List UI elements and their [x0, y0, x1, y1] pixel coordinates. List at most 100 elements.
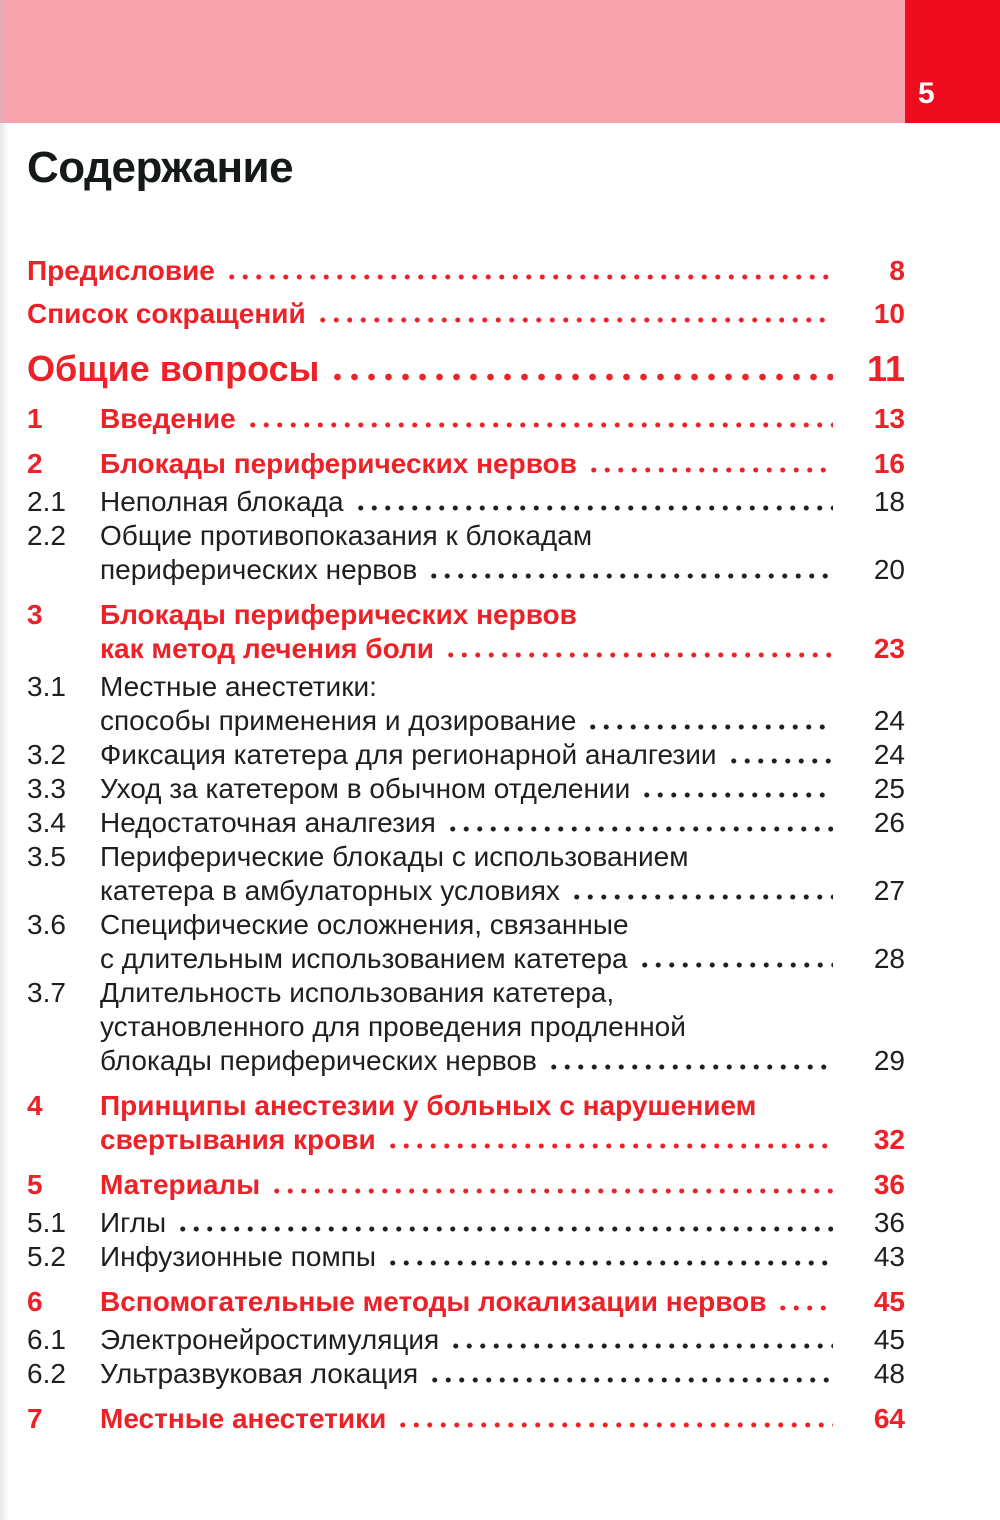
table-of-contents: Предисловие 8 Список сокращений 10 Общие воп… — [27, 254, 905, 1436]
dot-leader — [386, 1257, 833, 1270]
entry-title: Введение — [100, 402, 835, 436]
toc-entry: 2 Блокады периферических нервов 16 — [27, 447, 905, 481]
entry-page-number: 28 — [873, 943, 905, 975]
toc-entry: 3.4 Недостаточная аналгезия 26 — [27, 806, 905, 840]
dot-leader — [270, 1185, 833, 1198]
dot-leader — [640, 789, 833, 802]
entry-number: 2.1 — [27, 486, 66, 518]
toc-entry: Предисловие 8 — [27, 254, 905, 288]
dot-leader — [586, 464, 833, 477]
toc-entry: 3.6 Специфические осложнения, связанные с … — [27, 908, 905, 976]
toc-entry: 2.2 Общие противопоказания к блокадам пери… — [27, 519, 905, 587]
toc-entry: 1 Введение 13 — [27, 402, 905, 436]
entry-number: 1 — [27, 403, 43, 435]
entry-page-number: 8 — [889, 255, 905, 287]
toc-entry: 3.5 Периферические блокады с использовани… — [27, 840, 905, 908]
entry-title-line: Периферические блокады с использованием — [100, 841, 689, 873]
dot-leader — [329, 370, 833, 385]
entry-page-number: 27 — [873, 875, 905, 907]
entry-title-line: Вспомогательные методы локализации нерво… — [100, 1286, 767, 1318]
dot-leader — [776, 1302, 833, 1315]
toc-entry: 4 Принципы анестезии у больных с нарушени… — [27, 1089, 905, 1157]
entry-title-line: Список сокращений — [27, 298, 306, 330]
dot-leader — [726, 755, 833, 768]
entry-page-number: 16 — [873, 448, 905, 480]
entry-page-number: 26 — [873, 807, 905, 839]
entry-title-line: блокады периферических нервов — [100, 1045, 537, 1077]
toc-entry: 3.7 Длительность использования катетера, у… — [27, 976, 905, 1078]
entry-title-line: Предисловие — [27, 255, 215, 287]
page-title: Содержание — [27, 143, 294, 192]
entry-title: Электронейростимуляция — [100, 1323, 835, 1357]
dot-leader — [224, 271, 833, 284]
entry-title-line: установленного для проведения продленной — [100, 1011, 686, 1043]
entry-title-line: Местные анестетики — [100, 1403, 387, 1435]
entry-page-number: 20 — [873, 554, 905, 586]
entry-title: Блокады периферических нервов — [100, 447, 835, 481]
entry-number: 2.2 — [27, 520, 66, 552]
entry-title-line: периферических нервов — [100, 554, 418, 586]
entry-number: 3.3 — [27, 773, 66, 805]
entry-title-line: Уход за катетером в обычном отделении — [100, 773, 631, 805]
toc-entry: 2.1 Неполная блокада 18 — [27, 485, 905, 519]
scan-page-edge — [0, 0, 9, 1520]
entry-title-line: Фиксация катетера для регионарной аналге… — [100, 739, 717, 771]
entry-page-number: 32 — [873, 1124, 905, 1156]
toc-entry: 3.3 Уход за катетером в обычном отделении… — [27, 772, 905, 806]
dot-leader — [444, 649, 833, 662]
entry-title: Общие вопросы — [27, 347, 835, 391]
toc-entry: Список сокращений 10 — [27, 297, 905, 331]
dot-leader — [546, 1061, 833, 1074]
entry-title-line: Специфические осложнения, связанные — [100, 909, 629, 941]
entry-title-line: Ультразвуковая локация — [100, 1358, 419, 1390]
entry-title: Местные анестетики: способы применения и … — [100, 670, 835, 738]
entry-number: 4 — [27, 1090, 43, 1122]
entry-title-line: Материалы — [100, 1169, 261, 1201]
entry-title: Инфузионные помпы — [100, 1240, 835, 1274]
entry-page-number: 25 — [873, 773, 905, 805]
entry-page-number: 36 — [873, 1207, 905, 1239]
entry-title: Специфические осложнения, связанные с дли… — [100, 908, 835, 976]
entry-title: Периферические блокады с использованием к… — [100, 840, 835, 908]
entry-title-line: Неполная блокада — [100, 486, 344, 518]
entry-title: Блокады периферических нервов как метод л… — [100, 598, 835, 666]
entry-number: 3.6 — [27, 909, 66, 941]
entry-page-number: 45 — [873, 1286, 905, 1318]
entry-number: 3.5 — [27, 841, 66, 873]
entry-title-line: Электронейростимуляция — [100, 1324, 440, 1356]
toc-entry: 3.1 Местные анестетики: способы применения… — [27, 670, 905, 738]
entry-title-line: Инфузионные помпы — [100, 1241, 377, 1273]
toc-entry: 5.2 Инфузионные помпы 43 — [27, 1240, 905, 1274]
entry-title-line: катетера в амбулаторных условиях — [100, 875, 560, 907]
dot-leader — [245, 419, 833, 432]
entry-title: Общие противопоказания к блокадам перифер… — [100, 519, 835, 587]
entry-number: 3.7 — [27, 977, 66, 1009]
entry-number: 7 — [27, 1403, 43, 1435]
dot-leader — [637, 959, 833, 972]
entry-page-number: 24 — [873, 705, 905, 737]
entry-page-number: 18 — [873, 486, 905, 518]
header-band: 5 — [0, 0, 1000, 123]
entry-number: 6 — [27, 1286, 43, 1318]
entry-title-line: Недостаточная аналгезия — [100, 807, 436, 839]
entry-page-number: 48 — [873, 1358, 905, 1390]
dot-leader — [569, 891, 833, 904]
entry-number: 3.4 — [27, 807, 66, 839]
dot-leader — [353, 502, 833, 515]
toc-entry: 6.2 Ультразвуковая локация 48 — [27, 1357, 905, 1391]
page-number: 5 — [918, 77, 935, 110]
entry-title-line: Местные анестетики: — [100, 671, 377, 703]
toc-entry: 6 Вспомогательные методы локализации нерв… — [27, 1285, 905, 1319]
entry-page-number: 23 — [873, 633, 905, 665]
toc-entry: 5.1 Иглы 36 — [27, 1206, 905, 1240]
entry-number: 6.1 — [27, 1324, 66, 1356]
page-number-box: 5 — [905, 0, 1000, 123]
entry-title-line: Блокады периферических нервов — [100, 599, 577, 631]
entry-title-line: Принципы анестезии у больных с нарушение… — [100, 1090, 757, 1122]
entry-title: Местные анестетики — [100, 1402, 835, 1436]
entry-number: 3.2 — [27, 739, 66, 771]
entry-title-line: Общие противопоказания к блокадам — [100, 520, 593, 552]
dot-leader — [385, 1140, 833, 1153]
entry-number: 3.1 — [27, 671, 66, 703]
entry-number: 5 — [27, 1169, 43, 1201]
